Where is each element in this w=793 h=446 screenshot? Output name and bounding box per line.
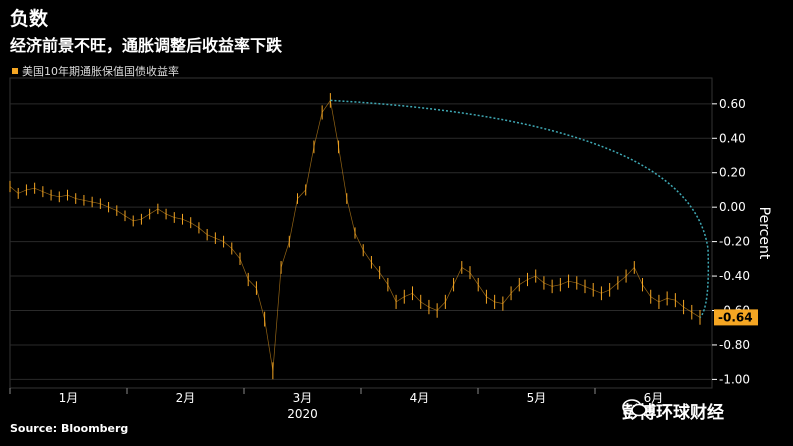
x-tick-label: 2月 <box>176 391 196 405</box>
last-value-label: -0.64 <box>718 310 753 324</box>
y-tick-label: 0.60 <box>719 97 746 111</box>
x-tick-label: 1月 <box>59 391 79 405</box>
annotation-curve <box>330 99 710 318</box>
x-tick-label: 5月 <box>527 391 547 405</box>
y-tick-label: 0.20 <box>719 166 746 180</box>
legend: 美国10年期通胀保值国债收益率 <box>12 63 179 79</box>
y-tick-label: -0.80 <box>719 338 750 352</box>
chart-subtitle: 经济前景不旺，通胀调整后收益率下跌 <box>10 36 283 55</box>
series-line <box>9 99 701 371</box>
source-note: Source: Bloomberg <box>10 422 129 435</box>
y-tick-label: -1.00 <box>719 372 750 386</box>
x-tick-label: 6月 <box>644 391 664 405</box>
chart-title: 负数 <box>10 8 49 30</box>
x-year-label: 2020 <box>287 407 318 421</box>
y-axis-label: Percent <box>756 207 772 260</box>
y-tick-label: 0.00 <box>719 200 746 214</box>
wechat-icon <box>622 399 647 417</box>
watermark: 彭博环球财经 <box>622 398 724 423</box>
last-value-badge <box>714 309 758 326</box>
y-tick-label: -0.20 <box>719 235 750 249</box>
x-tick-label: 4月 <box>410 391 430 405</box>
x-tick-label: 3月 <box>293 391 313 405</box>
legend-swatch <box>12 68 18 74</box>
legend-label: 美国10年期通胀保值国债收益率 <box>22 65 179 78</box>
y-tick-label: 0.40 <box>719 131 746 145</box>
plot-frame <box>9 77 713 389</box>
y-tick-label: -0.40 <box>719 269 750 283</box>
watermark-label: 彭博环球财经 <box>622 403 724 423</box>
